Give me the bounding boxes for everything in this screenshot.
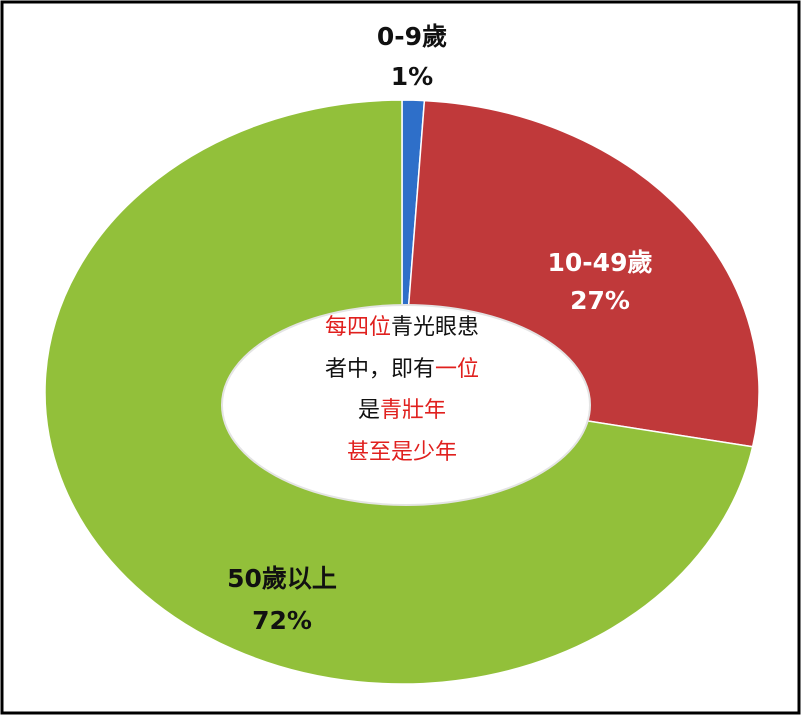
center-text: 青壯年 bbox=[380, 398, 446, 423]
center-text-line: 每四位青光眼患 bbox=[325, 315, 479, 340]
value-label: 72% bbox=[252, 606, 312, 635]
center-text: 甚至是少年 bbox=[347, 440, 457, 465]
center-text-line: 是青壯年 bbox=[358, 398, 446, 423]
value-label: 27% bbox=[570, 286, 630, 315]
center-text-line: 甚至是少年 bbox=[347, 440, 457, 465]
center-text: 青光眼患 bbox=[391, 315, 479, 340]
center-text: 每四位 bbox=[325, 315, 391, 340]
slice-label: 0-9歲 bbox=[377, 22, 447, 51]
slice-label: 10-49歲 bbox=[548, 248, 653, 277]
center-text: 者中，即有 bbox=[325, 357, 435, 382]
center-text-line: 者中，即有一位 bbox=[325, 357, 479, 382]
center-text: 一位 bbox=[435, 357, 479, 382]
labels: 0-9歲1%10-49歲27%50歲以上72%每四位青光眼患者中，即有一位是青壯… bbox=[227, 22, 652, 635]
donut-hole bbox=[221, 304, 591, 506]
slice-label: 50歲以上 bbox=[227, 564, 337, 593]
value-label: 1% bbox=[391, 62, 433, 91]
center-text: 是 bbox=[358, 398, 380, 423]
